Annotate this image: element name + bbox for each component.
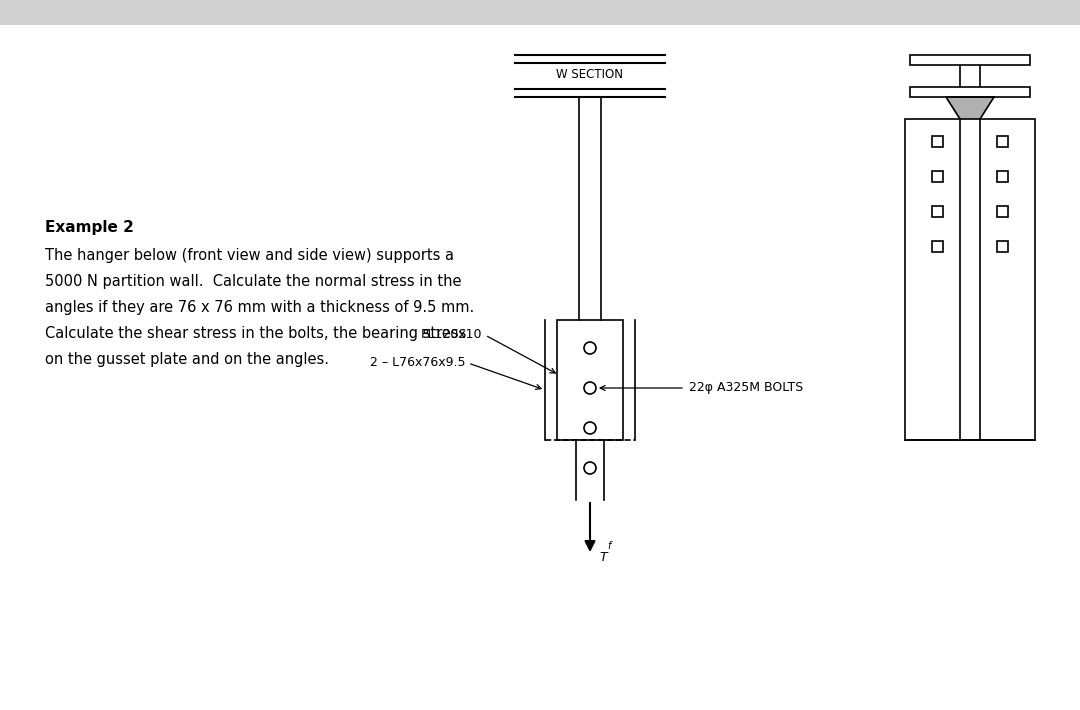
Bar	[932, 170, 943, 182]
Bar	[997, 205, 1008, 217]
Bar	[997, 136, 1008, 146]
Bar	[910, 55, 1030, 65]
Text: 5000 N partition wall.  Calculate the normal stress in the: 5000 N partition wall. Calculate the nor…	[45, 274, 461, 289]
Text: 2 – L76x76x9.5: 2 – L76x76x9.5	[369, 356, 465, 369]
Text: on the gusset plate and on the angles.: on the gusset plate and on the angles.	[45, 352, 329, 367]
Bar	[997, 241, 1008, 251]
Bar	[905, 119, 1035, 440]
Bar	[932, 205, 943, 217]
Bar	[557, 320, 623, 440]
Text: The hanger below (front view and side view) supports a: The hanger below (front view and side vi…	[45, 248, 454, 263]
Text: Example 2: Example 2	[45, 220, 134, 235]
Bar	[932, 136, 943, 146]
Text: W SECTION: W SECTION	[556, 68, 623, 82]
Bar	[932, 241, 943, 251]
Text: angles if they are 76 x 76 mm with a thickness of 9.5 mm.: angles if they are 76 x 76 mm with a thi…	[45, 300, 474, 315]
Text: T: T	[599, 551, 607, 564]
Text: PL120x10: PL120x10	[420, 329, 482, 342]
Bar	[997, 170, 1008, 182]
Text: Calculate the shear stress in the bolts, the bearing stress: Calculate the shear stress in the bolts,…	[45, 326, 467, 341]
Bar	[0, 0, 1080, 25]
Polygon shape	[946, 97, 994, 119]
Text: 22φ A325M BOLTS: 22φ A325M BOLTS	[689, 381, 804, 395]
Bar	[910, 87, 1030, 97]
Text: f: f	[607, 541, 610, 551]
